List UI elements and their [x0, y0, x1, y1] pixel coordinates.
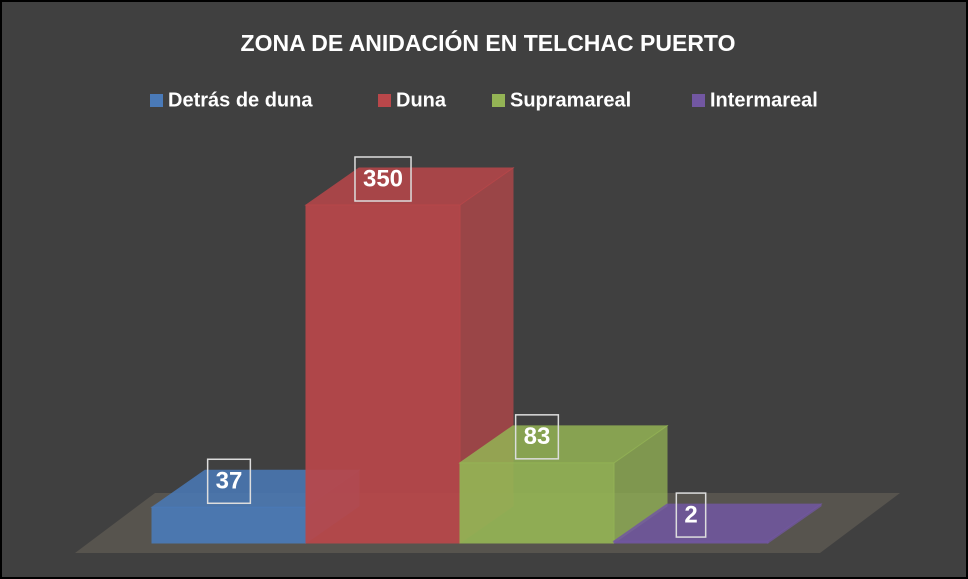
data-label: 37: [216, 468, 243, 495]
chart-title: ZONA DE ANIDACIÓN EN TELCHAC PUERTO: [241, 29, 736, 56]
legend-swatch: [492, 94, 505, 107]
legend-label: Supramareal: [510, 89, 631, 111]
bar: [151, 506, 307, 544]
data-label: 83: [524, 423, 551, 450]
legend-swatch: [150, 94, 163, 107]
legend-swatch: [378, 94, 391, 107]
legend-label: Detrás de duna: [168, 89, 313, 111]
bar: [459, 462, 615, 544]
data-label-box: [675, 492, 707, 538]
data-label-box: [206, 458, 252, 505]
data-label: 2: [684, 501, 697, 528]
data-label-box: [354, 156, 412, 202]
data-label-box: [514, 414, 560, 460]
bar: [613, 540, 769, 544]
bar: [305, 204, 461, 544]
legend-label: Intermareal: [710, 89, 818, 111]
legend-swatch: [692, 94, 705, 107]
legend-label: Duna: [396, 89, 447, 111]
data-label: 350: [363, 165, 403, 192]
